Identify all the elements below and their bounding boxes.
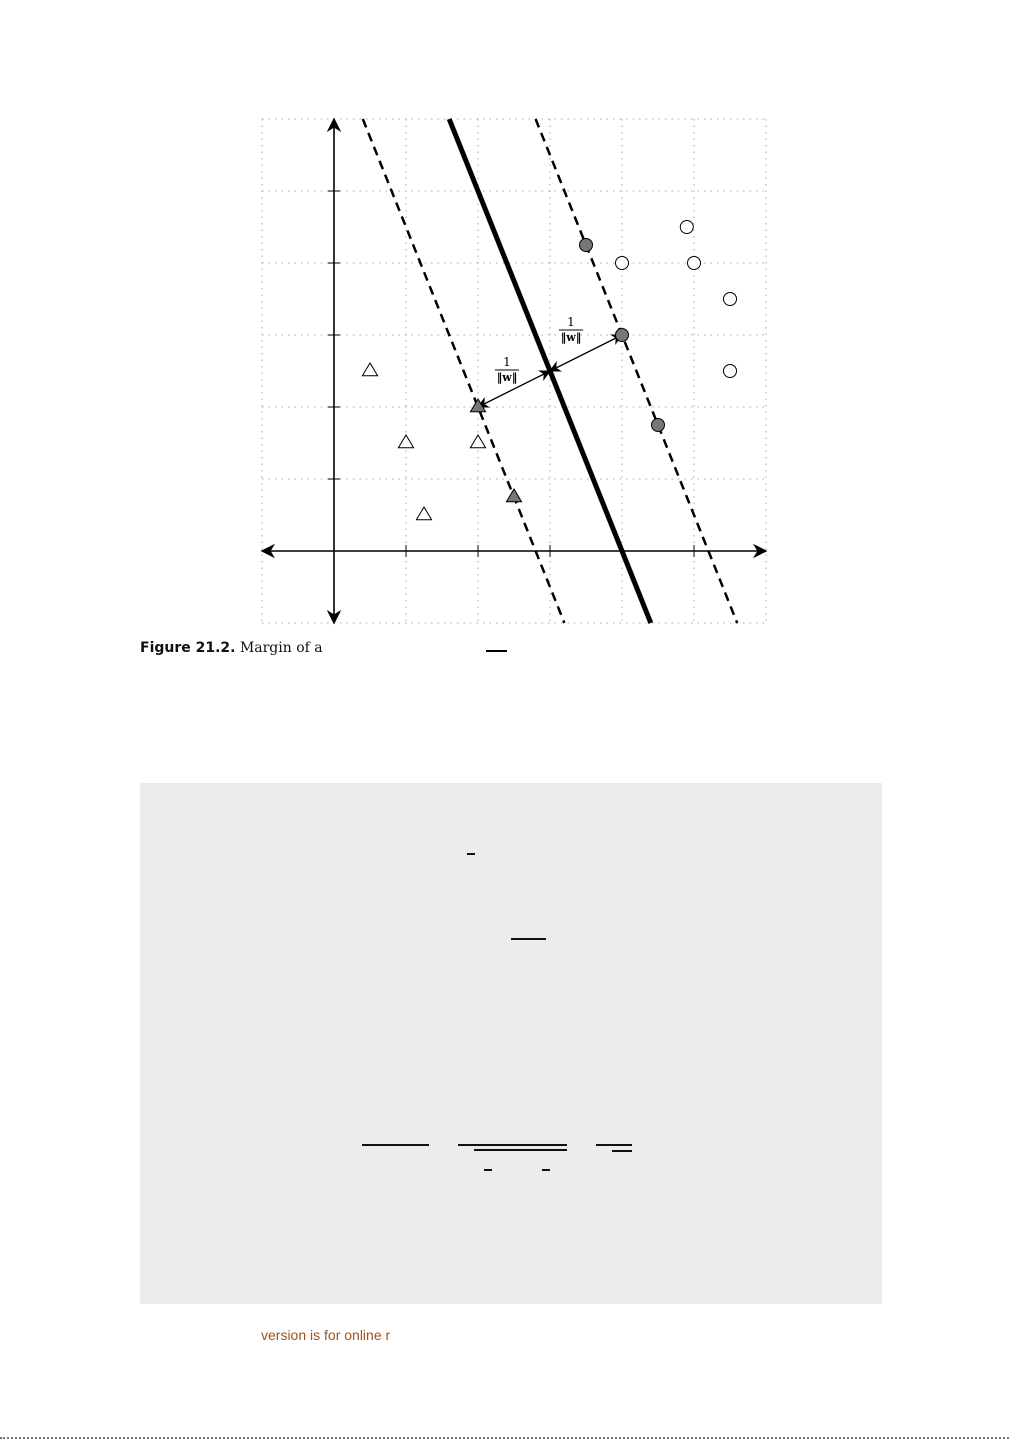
- margin-arrow: [548, 334, 624, 372]
- figure-caption-text: Margin of a: [239, 640, 323, 656]
- support-circle-point: [651, 418, 665, 432]
- eq-bar-6: [596, 1144, 632, 1146]
- margin-arrows: [476, 334, 624, 408]
- eq-bar-1: [467, 853, 475, 855]
- support-triangle-point: [505, 488, 523, 503]
- triangle-point: [397, 434, 415, 449]
- circle-point: [679, 220, 694, 234]
- triangle-point: [415, 506, 433, 521]
- figure-caption-label: Figure 21.2.: [140, 640, 236, 656]
- circle-point: [723, 292, 737, 306]
- support-circle-point: [615, 328, 629, 342]
- eq-bar-4: [458, 1144, 567, 1146]
- eq-bar-9: [542, 1169, 550, 1171]
- eq-bar-3: [362, 1144, 429, 1146]
- circle-point: [615, 256, 629, 270]
- triangle-point: [469, 434, 487, 449]
- bottom-rule: [0, 1437, 1009, 1439]
- eq-bar-8: [484, 1169, 492, 1171]
- eq-bar-7: [612, 1150, 632, 1152]
- figure-caption: Figure 21.2. Margin of a: [140, 640, 323, 656]
- margin-label-right: 1 ‖w‖: [559, 315, 583, 344]
- margin-arrow: [476, 370, 552, 408]
- margin-label-left-numerator: 1: [503, 355, 511, 369]
- caption-fraction-bar: [486, 650, 507, 652]
- margin-label-right-numerator: 1: [567, 315, 575, 329]
- margin-label-left: 1 ‖w‖: [495, 355, 519, 384]
- shaded-equation-box: [140, 783, 882, 1304]
- data-points: [361, 220, 737, 521]
- margin-line-lower: [361, 118, 566, 624]
- margin-label-right-denominator: ‖w‖: [561, 331, 581, 344]
- eq-bar-5: [474, 1149, 567, 1151]
- triangle-point: [361, 362, 379, 377]
- margin-label-left-denominator: ‖w‖: [497, 371, 517, 384]
- circle-point: [687, 256, 701, 270]
- eq-bar-2: [511, 938, 546, 940]
- margin-line-upper: [534, 118, 739, 624]
- circle-point: [723, 364, 737, 378]
- svm-margin-figure: 1 ‖w‖ 1 ‖w‖: [260, 117, 768, 625]
- support-triangle-point: [469, 398, 487, 413]
- support-circle-point: [579, 238, 593, 252]
- axes: [260, 117, 768, 625]
- footer-notice: version is for online r: [261, 1327, 391, 1343]
